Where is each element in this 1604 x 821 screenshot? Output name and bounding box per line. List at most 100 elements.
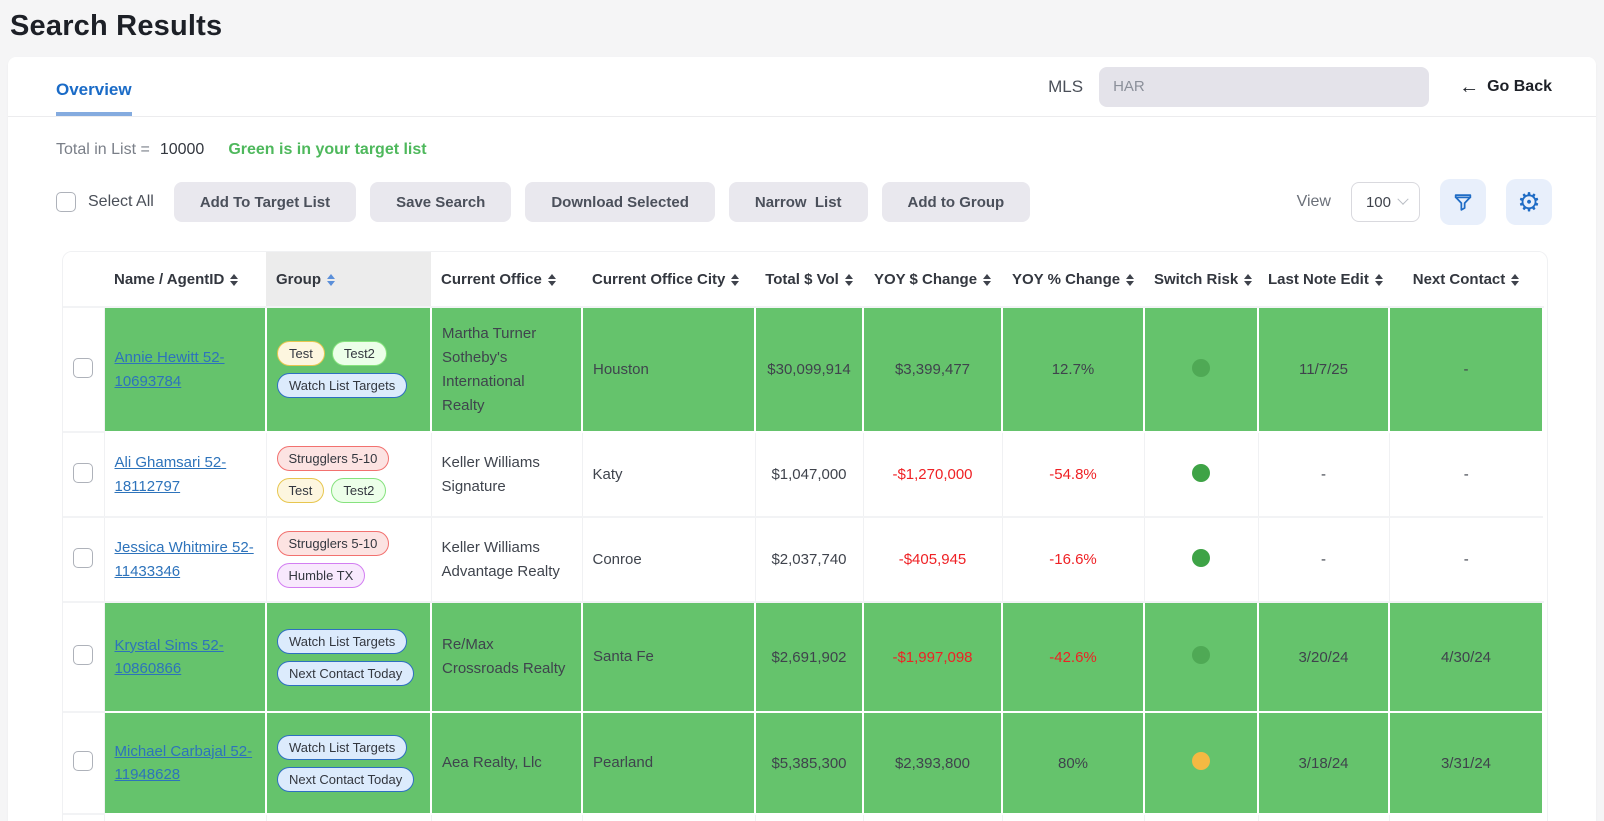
group-badges: Strugglers 5-10 Test Test2 xyxy=(276,446,421,503)
group-badge: Test2 xyxy=(331,341,387,366)
switch-risk-dot xyxy=(1192,358,1210,377)
sort-icon xyxy=(983,273,992,286)
last-note-edit: 3/18/24 xyxy=(1258,712,1390,815)
last-note-edit: 11/7/25 xyxy=(1258,307,1390,433)
current-office: Re/Max Crossroads Realty xyxy=(431,602,583,713)
agent-name-link[interactable]: Jessica Whitmire 52-11433346 xyxy=(114,539,254,580)
sort-icon xyxy=(1511,273,1520,286)
column-header-current-office-city[interactable]: Current Office City xyxy=(582,252,755,308)
next-contact: - xyxy=(1389,307,1544,433)
yoy-dollar-change: -$405,945 xyxy=(863,517,1003,603)
next-contact: 3/31/24 xyxy=(1389,712,1544,815)
column-header-next-contact[interactable]: Next Contact xyxy=(1389,252,1543,308)
yoy-pct-change: -42.6% xyxy=(1002,602,1145,713)
total-vol: $30,099,914 xyxy=(755,307,864,433)
next-contact: - xyxy=(1389,432,1543,518)
row-checkbox[interactable] xyxy=(73,645,94,665)
go-back-button[interactable]: ← Go Back xyxy=(1459,77,1552,97)
current-office: Martha Turner Sotheby's International Re… xyxy=(431,307,583,433)
yoy-pct-change: -16.6% xyxy=(1002,517,1145,603)
column-header-yoy-dollar-change[interactable]: YOY $ Change xyxy=(863,252,1002,308)
yoy-dollar-change: -$1,270,000 xyxy=(863,432,1003,518)
chevron-down-icon xyxy=(1397,193,1409,205)
switch-risk-dot xyxy=(1192,752,1210,770)
current-office: Keller Williams Signature xyxy=(431,432,583,518)
sort-icon xyxy=(1126,273,1135,286)
header-checkbox-spacer xyxy=(63,252,104,308)
select-all-checkbox[interactable] xyxy=(56,192,76,212)
sort-icon xyxy=(731,273,740,286)
sort-icon xyxy=(1374,273,1383,286)
target-list-legend: Green is in your target list xyxy=(228,141,427,158)
last-note-edit: - xyxy=(1258,432,1390,518)
gear-icon: ⚙ xyxy=(1517,187,1541,217)
total-in-list-label: Total in List = xyxy=(56,141,150,158)
add-to-target-list-button[interactable]: Add To Target List xyxy=(173,182,357,222)
column-header-group[interactable]: Group xyxy=(266,252,431,308)
group-badge: Test2 xyxy=(331,478,387,503)
column-header-current-office[interactable]: Current Office xyxy=(431,252,582,308)
settings-button[interactable]: ⚙ xyxy=(1506,179,1552,225)
current-office: Aea Realty, Llc xyxy=(431,712,583,815)
page-title: Search Results xyxy=(10,10,223,42)
total-vol: $2,037,740 xyxy=(755,517,864,603)
total-vol: $5,385,300 xyxy=(755,712,864,815)
row-checkbox[interactable] xyxy=(73,547,94,568)
yoy-pct-change: -54.8% xyxy=(1002,432,1145,518)
column-header-name-agentid[interactable]: Name / AgentID xyxy=(104,252,266,308)
column-header-yoy-pct-change[interactable]: YOY % Change xyxy=(1002,252,1144,308)
download-selected-button[interactable]: Download Selected xyxy=(525,182,715,222)
next-contact: 4/30/24 xyxy=(1389,602,1544,713)
current-office: Keller Williams Advantage Realty xyxy=(431,517,583,603)
sort-icon xyxy=(1244,273,1253,286)
sort-icon xyxy=(844,273,853,286)
narrow-list-button[interactable]: Narrow List xyxy=(728,182,868,222)
table-row: Krystal Sims 52-10860866 Watch List Targ… xyxy=(63,602,1544,713)
group-badge: Strugglers 5-10 xyxy=(276,446,390,471)
current-office-city: Katy xyxy=(582,432,756,518)
yoy-pct-change: 12.7% xyxy=(1002,307,1145,433)
save-search-button[interactable]: Save Search xyxy=(370,182,512,222)
results-table: Name / AgentID Group Current Office Curr… xyxy=(62,251,1548,821)
total-vol: $1,047,000 xyxy=(755,432,864,518)
back-arrow-icon: ← xyxy=(1459,75,1480,98)
mls-label: MLS xyxy=(1048,76,1084,96)
mls-input[interactable] xyxy=(1099,66,1430,107)
table-header-row: Name / AgentID Group Current Office Curr… xyxy=(63,252,1543,308)
total-in-list-value: 10000 xyxy=(159,141,205,158)
tab-overview[interactable]: Overview xyxy=(56,80,132,116)
row-checkbox[interactable] xyxy=(73,462,94,483)
table-row: Michael Carbajal 52-11948628 Watch List … xyxy=(63,712,1544,815)
add-to-group-button[interactable]: Add to Group xyxy=(881,182,1031,222)
results-card: Overview MLS ← Go Back Total in List = 1… xyxy=(8,57,1596,821)
select-all-label: Select All xyxy=(88,193,154,210)
agent-name-link[interactable]: Krystal Sims 52-10860866 xyxy=(114,636,224,677)
column-header-total-vol[interactable]: Total $ Vol xyxy=(755,252,863,308)
select-all[interactable]: Select All xyxy=(56,192,154,212)
column-header-last-note-edit[interactable]: Last Note Edit xyxy=(1258,252,1389,308)
group-badge: Watch List Targets xyxy=(277,373,408,398)
row-checkbox[interactable] xyxy=(73,751,94,771)
filter-button[interactable] xyxy=(1440,179,1486,225)
sort-icon xyxy=(327,273,335,286)
group-badge: Next Contact Today xyxy=(277,766,415,792)
yoy-dollar-change: $2,393,800 xyxy=(863,712,1003,815)
switch-risk-dot xyxy=(1192,463,1210,482)
last-note-edit: 3/20/24 xyxy=(1258,602,1390,713)
yoy-dollar-change: -$1,997,098 xyxy=(863,602,1003,713)
group-badge: Watch List Targets xyxy=(277,628,408,654)
agent-name-link[interactable]: Michael Carbajal 52-11948628 xyxy=(114,742,253,783)
view-count-select[interactable]: 100 xyxy=(1350,182,1420,222)
group-badges: Test Test2 Watch List Targets xyxy=(277,341,420,398)
agent-name-link[interactable]: Annie Hewitt 52-10693784 xyxy=(114,349,225,390)
group-badge: Humble TX xyxy=(276,563,366,588)
sort-icon xyxy=(230,273,239,286)
next-contact: - xyxy=(1389,517,1543,603)
toolbar: Select All Add To Target List Save Searc… xyxy=(8,159,1596,225)
row-checkbox[interactable] xyxy=(73,357,94,378)
switch-risk-dot xyxy=(1192,548,1210,567)
column-header-switch-risk[interactable]: Switch Risk xyxy=(1144,252,1258,308)
agent-name-link[interactable]: Ali Ghamsari 52-18112797 xyxy=(114,454,227,495)
group-badges: Watch List Targets Next Contact Today xyxy=(277,734,420,792)
view-count-value: 100 xyxy=(1365,193,1391,211)
